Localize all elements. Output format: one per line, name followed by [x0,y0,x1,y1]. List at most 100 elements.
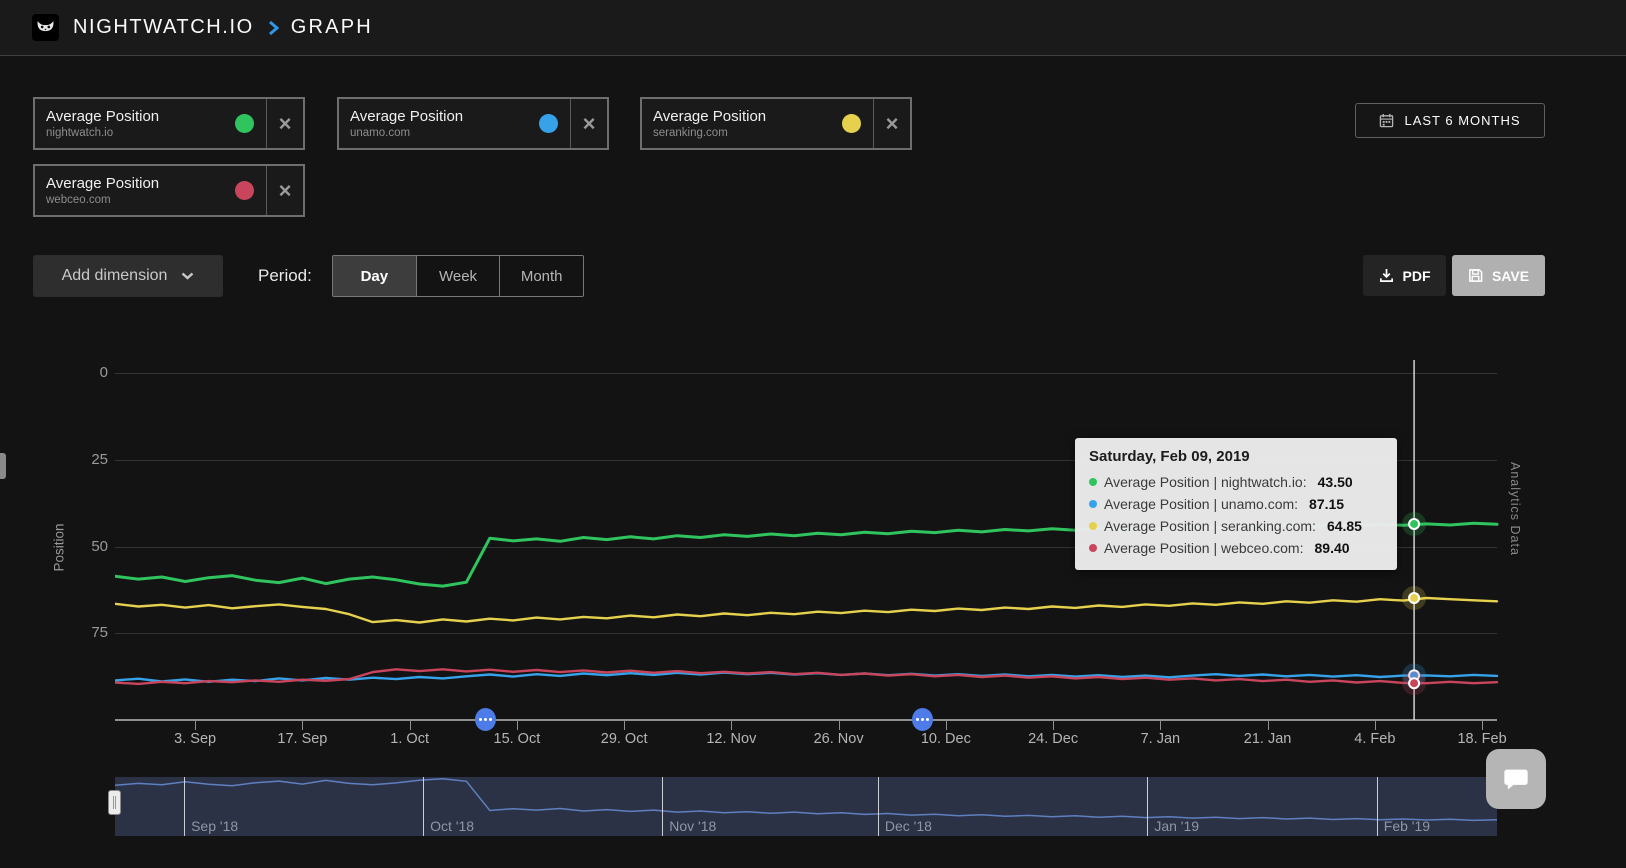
x-tick-label: 21. Jan [1243,731,1292,747]
x-tick [945,721,947,730]
navigator-month-line [423,777,425,836]
nightwatch-logo-icon[interactable] [32,14,59,41]
close-icon[interactable]: × [278,110,292,136]
point-marker [1408,592,1421,605]
x-tick-label: 1. Oct [390,731,429,747]
owl-icon [37,21,54,32]
x-tick [1267,721,1269,730]
navigator-month-label: Oct '18 [430,818,475,834]
x-tick-label: 26. Nov [813,731,864,747]
brand-title[interactable]: NIGHTWATCH.IO [73,16,254,38]
date-range-label: LAST 6 MONTHS [1404,113,1521,128]
y-axis-title: Position [51,523,67,572]
y-tick-label: 50 [91,537,108,555]
tooltip-value: 43.50 [1317,474,1353,490]
date-range-button[interactable]: LAST 6 MONTHS [1355,103,1545,138]
navigator-month-label: Sep '18 [191,818,239,834]
x-tick [409,721,411,730]
dimension-chip-seranking: Average Position seranking.com × [640,97,912,150]
navigator-month-line [662,777,664,836]
series-plot [115,360,1499,720]
x-tick [1374,721,1376,730]
navigator-month-line [877,777,879,836]
download-icon [1379,268,1393,282]
series-color-dot [1089,478,1097,486]
divider [266,166,267,215]
series-line [115,596,1499,624]
x-tick-label: 7. Jan [1140,731,1181,747]
x-tick [624,721,626,730]
pdf-export-button[interactable]: PDF [1363,255,1446,296]
chart-tooltip: Saturday, Feb 09, 2019 Average Position … [1075,438,1397,570]
chip-subtitle: unamo.com [350,127,411,139]
dimension-chip-webceo: Average Position webceo.com × [33,164,305,217]
navigator-line [114,778,1498,822]
period-segmented-control: Day Week Month [332,255,584,297]
period-tab-day[interactable]: Day [333,256,417,296]
annotation-marker[interactable] [912,708,934,731]
tooltip-label: Average Position | seranking.com: [1104,518,1316,534]
right-axis-title: Analytics Data [1508,462,1522,556]
annotation-marker[interactable] [475,708,497,731]
dimension-chip-unamo: Average Position unamo.com × [337,97,609,150]
add-dimension-button[interactable]: Add dimension [33,255,223,297]
close-icon[interactable]: × [278,177,292,203]
x-tick-label: 12. Nov [706,731,757,747]
navigator-month-line [1376,777,1378,836]
save-button[interactable]: SAVE [1452,255,1545,296]
divider [570,99,571,148]
x-tick [1482,721,1484,730]
period-tab-month[interactable]: Month [520,267,563,285]
tooltip-value: 87.15 [1309,496,1345,512]
page-title: GRAPH [290,16,373,38]
chip-title: Average Position [46,175,160,192]
save-disk-icon [1469,269,1483,282]
tooltip-row: Average Position | unamo.com: 87.15 [1089,493,1383,515]
chat-bubble-icon [1504,769,1528,790]
chip-title: Average Position [350,108,464,125]
series-color-dot [1089,544,1097,552]
x-tick [195,721,197,730]
tooltip-label: Average Position | webceo.com: [1104,540,1304,556]
period-label: Period: [258,266,312,285]
close-icon[interactable]: × [885,110,899,136]
scrollbar-thumb[interactable] [0,453,6,479]
y-gridline [115,459,1497,461]
navigator-left-handle[interactable] [108,790,121,815]
tooltip-date: Saturday, Feb 09, 2019 [1089,448,1250,465]
x-tick-label: 10. Dec [920,731,971,747]
navigator-month-label: Jan '19 [1154,818,1200,834]
x-tick [731,721,733,730]
tooltip-row: Average Position | seranking.com: 64.85 [1089,515,1383,537]
dimension-chip-nightwatch: Average Position nightwatch.io × [33,97,305,150]
chip-title: Average Position [46,108,160,125]
series-color-dot [235,181,254,200]
series-color-dot [235,114,254,133]
x-tick-label: 4. Feb [1354,731,1396,747]
x-tick [1160,721,1162,730]
y-gridline [115,373,1497,374]
x-tick-label: 17. Sep [277,731,328,747]
series-line [115,668,1499,686]
x-tick-label: 18. Feb [1457,731,1507,747]
chip-subtitle: seranking.com [653,127,728,139]
y-gridline [115,633,1497,635]
chip-subtitle: nightwatch.io [46,127,114,139]
tooltip-row: Average Position | nightwatch.io: 43.50 [1089,471,1383,493]
y-gridline [115,546,1497,548]
save-label: SAVE [1491,267,1530,284]
range-navigator[interactable]: Sep '18 Oct '18 Nov '18 Dec '18 Jan '19 Feb '… [114,777,1498,836]
navigator-plot [114,778,1498,822]
navigator-month-line [1147,777,1149,836]
breadcrumb-arrow-icon [268,20,279,36]
period-tab-week[interactable]: Week [417,256,501,296]
x-tick [302,721,304,730]
close-icon[interactable]: × [582,110,596,136]
x-tick [1053,721,1055,730]
chip-title: Average Position [653,108,767,125]
chat-widget-button[interactable] [1486,749,1546,809]
tooltip-row: Average Position | webceo.com: 89.40 [1089,537,1383,559]
calendar-icon [1380,113,1394,128]
chevron-down-icon [182,272,194,280]
